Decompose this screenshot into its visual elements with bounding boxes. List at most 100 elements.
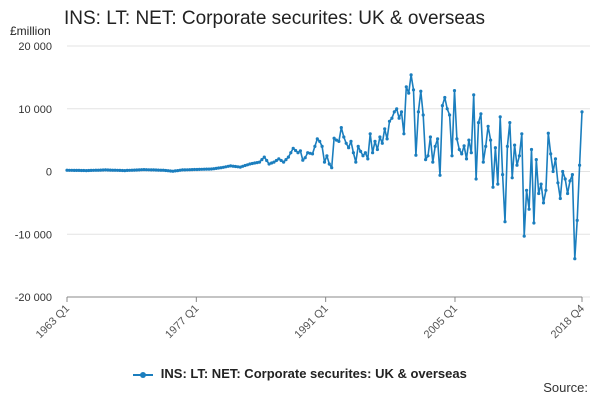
data-point[interactable]: [313, 144, 317, 148]
data-point[interactable]: [192, 167, 197, 172]
data-point[interactable]: [472, 93, 476, 97]
data-point[interactable]: [188, 168, 192, 172]
data-point[interactable]: [255, 161, 259, 165]
data-point[interactable]: [383, 127, 387, 131]
data-point[interactable]: [503, 220, 507, 224]
data-point[interactable]: [493, 146, 497, 150]
data-point[interactable]: [387, 119, 392, 123]
data-point[interactable]: [212, 167, 216, 171]
data-point[interactable]: [243, 163, 247, 168]
data-point[interactable]: [152, 168, 156, 172]
data-point[interactable]: [344, 141, 348, 145]
data-point[interactable]: [445, 107, 449, 111]
data-point[interactable]: [67, 168, 71, 172]
data-point[interactable]: [320, 144, 324, 148]
data-point[interactable]: [505, 144, 509, 148]
data-point[interactable]: [484, 144, 488, 148]
data-point[interactable]: [298, 149, 302, 153]
data-point[interactable]: [144, 168, 148, 172]
data-point[interactable]: [522, 234, 526, 238]
data-point[interactable]: [549, 152, 553, 156]
data-point[interactable]: [310, 152, 315, 156]
data-point[interactable]: [513, 143, 517, 147]
data-point[interactable]: [238, 165, 242, 169]
data-point[interactable]: [380, 141, 384, 145]
data-point[interactable]: [450, 154, 454, 158]
data-point[interactable]: [462, 144, 466, 148]
data-point[interactable]: [272, 160, 276, 164]
data-point[interactable]: [390, 116, 394, 120]
data-point[interactable]: [185, 168, 189, 172]
data-point[interactable]: [347, 146, 351, 150]
data-point[interactable]: [91, 168, 96, 172]
data-point[interactable]: [525, 188, 529, 192]
data-point[interactable]: [180, 168, 185, 172]
data-point[interactable]: [395, 107, 399, 111]
data-point[interactable]: [135, 168, 139, 172]
data-point[interactable]: [537, 191, 541, 196]
data-point[interactable]: [318, 139, 322, 143]
data-point[interactable]: [474, 177, 478, 181]
data-point[interactable]: [219, 166, 223, 170]
data-point[interactable]: [476, 121, 481, 125]
data-point[interactable]: [224, 165, 228, 169]
data-point[interactable]: [294, 148, 298, 153]
data-point[interactable]: [176, 169, 180, 173]
data-point[interactable]: [308, 151, 312, 155]
data-point[interactable]: [491, 185, 495, 189]
data-point[interactable]: [532, 221, 536, 225]
data-point[interactable]: [375, 147, 379, 152]
data-point[interactable]: [373, 139, 377, 143]
data-point[interactable]: [510, 176, 514, 180]
data-point[interactable]: [65, 168, 69, 172]
data-point[interactable]: [173, 169, 177, 173]
data-point[interactable]: [517, 154, 522, 158]
data-point[interactable]: [257, 160, 262, 164]
data-point[interactable]: [529, 147, 534, 152]
data-point[interactable]: [128, 168, 132, 172]
data-point[interactable]: [164, 168, 168, 173]
data-point[interactable]: [70, 168, 74, 172]
data-point[interactable]: [214, 166, 218, 170]
data-point[interactable]: [82, 168, 86, 173]
data-point[interactable]: [539, 182, 543, 186]
data-point[interactable]: [541, 201, 546, 205]
data-point[interactable]: [378, 135, 382, 139]
data-point[interactable]: [221, 165, 225, 169]
data-point[interactable]: [433, 144, 437, 148]
data-point[interactable]: [556, 181, 560, 185]
data-point[interactable]: [443, 95, 447, 100]
data-point[interactable]: [296, 151, 300, 155]
data-point[interactable]: [123, 169, 127, 173]
data-point[interactable]: [217, 166, 221, 170]
data-point[interactable]: [334, 138, 339, 142]
data-point[interactable]: [527, 207, 531, 211]
data-point[interactable]: [520, 132, 524, 136]
data-point[interactable]: [573, 257, 577, 261]
data-point[interactable]: [183, 168, 187, 172]
data-point[interactable]: [498, 115, 502, 119]
data-point[interactable]: [248, 162, 252, 166]
data-point[interactable]: [286, 155, 290, 159]
data-point[interactable]: [262, 155, 266, 159]
data-point[interactable]: [409, 73, 413, 77]
data-point[interactable]: [325, 154, 329, 158]
data-point[interactable]: [496, 182, 500, 186]
data-point[interactable]: [534, 158, 538, 162]
data-point[interactable]: [467, 138, 471, 142]
data-point[interactable]: [205, 167, 209, 171]
data-point[interactable]: [253, 161, 257, 165]
data-point[interactable]: [332, 136, 336, 140]
data-point[interactable]: [282, 160, 286, 164]
data-point[interactable]: [397, 116, 401, 120]
data-point[interactable]: [140, 168, 144, 172]
data-point[interactable]: [385, 137, 389, 141]
data-point[interactable]: [404, 85, 408, 89]
data-point[interactable]: [250, 161, 254, 166]
data-point[interactable]: [337, 139, 341, 143]
data-point[interactable]: [265, 158, 269, 163]
data-point[interactable]: [231, 164, 235, 168]
data-point[interactable]: [79, 168, 83, 173]
data-point[interactable]: [570, 173, 575, 177]
data-point[interactable]: [575, 218, 579, 222]
